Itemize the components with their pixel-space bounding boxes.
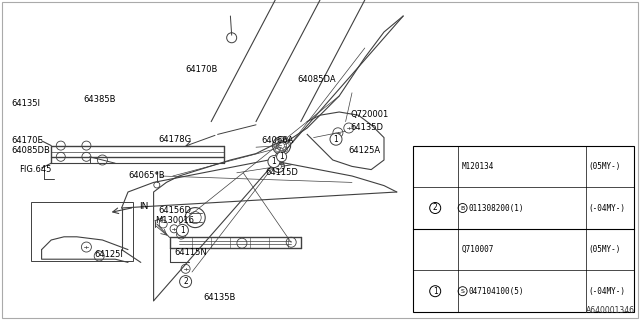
Text: 64125A: 64125A bbox=[349, 146, 381, 155]
Text: FIG.645: FIG.645 bbox=[19, 165, 52, 174]
Text: M130016: M130016 bbox=[155, 216, 194, 225]
Text: 64085DA: 64085DA bbox=[298, 75, 336, 84]
Circle shape bbox=[330, 133, 342, 145]
Text: B: B bbox=[460, 205, 465, 211]
Text: 011308200(1): 011308200(1) bbox=[468, 204, 524, 212]
Text: 64085DB: 64085DB bbox=[12, 146, 51, 155]
Text: (-04MY-): (-04MY-) bbox=[589, 204, 626, 212]
Text: 1: 1 bbox=[180, 226, 185, 235]
Circle shape bbox=[276, 152, 287, 162]
Bar bbox=[31, 202, 133, 261]
Text: 64156D: 64156D bbox=[159, 206, 192, 215]
Text: (-04MY-): (-04MY-) bbox=[589, 287, 626, 296]
Text: 64170B: 64170B bbox=[186, 65, 218, 74]
Text: (05MY-): (05MY-) bbox=[589, 162, 621, 171]
Circle shape bbox=[177, 224, 188, 236]
Circle shape bbox=[268, 156, 280, 168]
Circle shape bbox=[429, 203, 441, 213]
Bar bbox=[413, 146, 634, 312]
Text: 64178G: 64178G bbox=[159, 135, 192, 144]
Text: Q710007: Q710007 bbox=[461, 245, 494, 254]
Text: 64065*B: 64065*B bbox=[128, 171, 164, 180]
Text: 64170E: 64170E bbox=[12, 136, 44, 145]
Text: 64385B: 64385B bbox=[83, 95, 116, 104]
Text: IN: IN bbox=[140, 202, 149, 211]
Text: 1: 1 bbox=[271, 157, 276, 166]
Text: 1: 1 bbox=[433, 287, 438, 296]
Text: 64125I: 64125I bbox=[95, 250, 124, 259]
Text: (05MY-): (05MY-) bbox=[589, 245, 621, 254]
Text: 64135I: 64135I bbox=[12, 100, 40, 108]
Text: 64135D: 64135D bbox=[351, 123, 384, 132]
Text: 64115D: 64115D bbox=[266, 168, 298, 177]
Text: 64115N: 64115N bbox=[174, 248, 207, 257]
Text: 64066A: 64066A bbox=[261, 136, 294, 145]
Text: 1: 1 bbox=[333, 135, 339, 144]
Text: S: S bbox=[461, 289, 465, 294]
Text: 2: 2 bbox=[433, 204, 438, 212]
Text: Q720001: Q720001 bbox=[351, 110, 389, 119]
Text: 047104100(5): 047104100(5) bbox=[468, 287, 524, 296]
Circle shape bbox=[429, 286, 441, 297]
Text: A640001346: A640001346 bbox=[586, 306, 635, 315]
Text: 1: 1 bbox=[279, 152, 284, 161]
Text: 64135B: 64135B bbox=[204, 293, 236, 302]
Circle shape bbox=[180, 276, 191, 288]
Text: M120134: M120134 bbox=[461, 162, 494, 171]
Text: 2: 2 bbox=[183, 277, 188, 286]
